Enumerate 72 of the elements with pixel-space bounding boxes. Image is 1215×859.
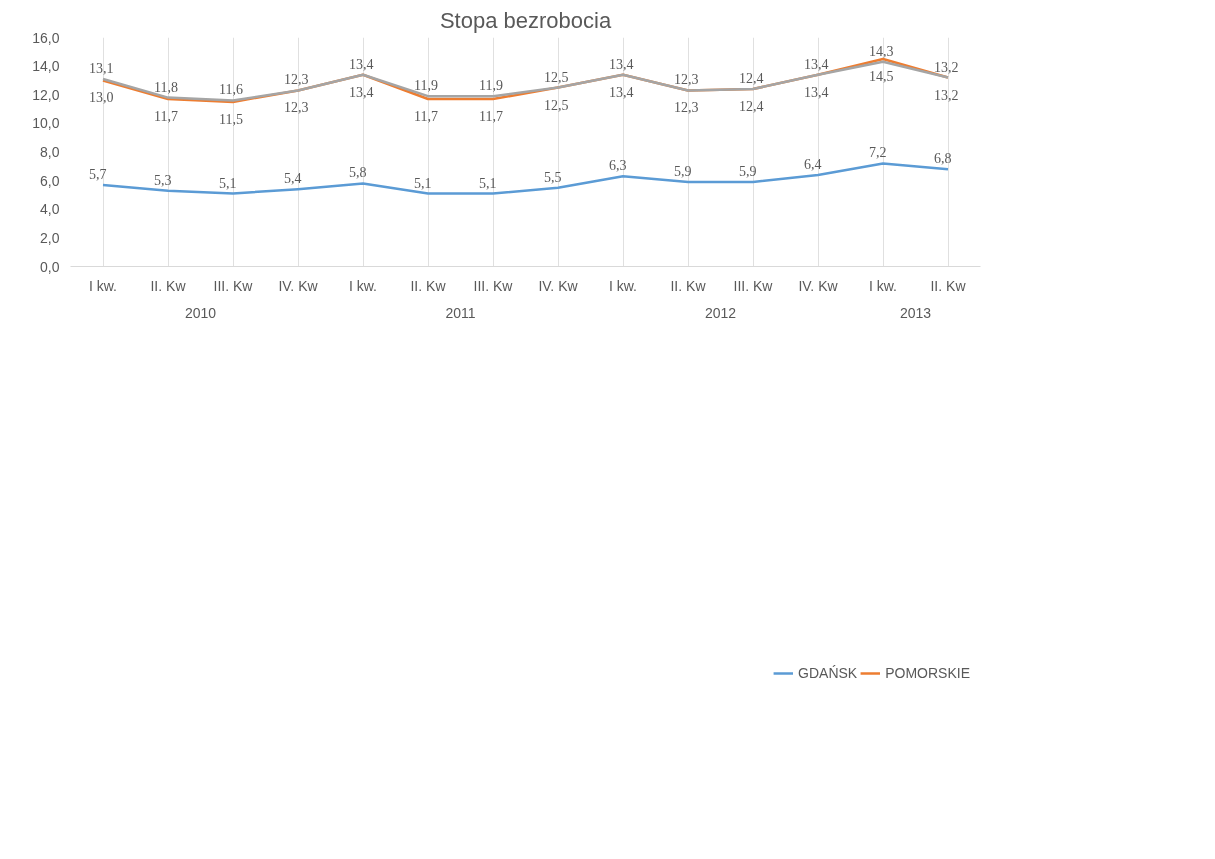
data-label: 12,3 <box>674 100 699 116</box>
data-label: 11,7 <box>479 109 503 125</box>
y-tick-label: 2,0 <box>40 229 60 246</box>
data-label: 5,4 <box>284 171 302 187</box>
data-label: 7,2 <box>869 145 887 161</box>
data-label: 14,5 <box>869 68 894 84</box>
y-tick-label: 14,0 <box>32 58 60 75</box>
x-tick-label: I kw. <box>349 277 378 294</box>
x-tick-label: II. Kw <box>670 277 707 294</box>
data-label: 13,4 <box>349 84 374 100</box>
x-tick-label: II. Kw <box>150 277 187 294</box>
data-label: 13,4 <box>609 56 634 72</box>
data-label: 13,0 <box>89 90 114 106</box>
data-label: 11,9 <box>414 78 438 94</box>
data-label: 14,3 <box>869 43 894 59</box>
y-tick-label: 12,0 <box>32 86 60 103</box>
chart-title: Stopa bezrobocia <box>439 7 612 33</box>
x-tick-label: I kw. <box>89 277 118 294</box>
data-label: 12,3 <box>284 100 309 116</box>
data-label: 5,9 <box>674 164 692 180</box>
data-label: 6,4 <box>804 156 822 172</box>
x-tick-label: IV. Kw <box>798 277 839 294</box>
x-tick-label: II. Kw <box>930 277 967 294</box>
data-label: 5,3 <box>154 172 172 188</box>
text: 2013 <box>899 304 932 321</box>
text: 2010 <box>184 304 217 321</box>
data-label: 13,4 <box>804 56 829 72</box>
data-label: 13,4 <box>609 84 634 100</box>
data-label: 13,2 <box>934 59 959 75</box>
data-label: 13,2 <box>934 87 959 103</box>
x-tick-label: II. Kw <box>410 277 447 294</box>
y-tick-label: 4,0 <box>40 201 60 218</box>
data-label: 5,5 <box>544 169 562 185</box>
data-label: 5,1 <box>479 175 497 191</box>
x-tick-label: I kw. <box>609 277 638 294</box>
data-label: 6,3 <box>609 158 627 174</box>
legend-label: GDAŃSK <box>798 665 858 682</box>
data-label: 11,5 <box>219 111 243 127</box>
y-tick-label: 16,0 <box>32 29 60 46</box>
data-label: 12,5 <box>544 69 569 85</box>
data-label: 5,9 <box>739 164 757 180</box>
data-label: 12,5 <box>544 97 569 113</box>
x-tick-label: III. Kw <box>473 277 514 294</box>
data-label: 11,6 <box>219 82 243 98</box>
text: 2011 <box>445 304 476 321</box>
data-label: 11,9 <box>479 78 503 94</box>
y-tick-label: 10,0 <box>32 115 60 132</box>
data-label: 5,7 <box>89 166 107 182</box>
x-tick-label: III. Kw <box>733 277 774 294</box>
data-label: 12,3 <box>284 72 309 88</box>
data-label: 11,7 <box>154 109 178 125</box>
x-tick-label: III. Kw <box>213 277 254 294</box>
data-label: 13,1 <box>89 61 114 77</box>
legend-label: POMORSKIE <box>885 665 970 682</box>
y-tick-label: 6,0 <box>40 172 60 189</box>
data-label: 12,3 <box>674 72 699 88</box>
y-tick-label: 8,0 <box>40 144 60 160</box>
data-label: 12,4 <box>739 71 764 87</box>
data-label: 11,8 <box>154 79 178 95</box>
data-label: 12,4 <box>739 99 764 115</box>
data-label: 13,4 <box>804 84 829 100</box>
data-label: 11,7 <box>414 109 438 125</box>
text: 2012 <box>704 304 737 321</box>
data-label: 5,1 <box>414 175 432 191</box>
data-label: 6,8 <box>934 151 952 167</box>
x-tick-label: I kw. <box>869 277 898 294</box>
x-tick-label: IV. Kw <box>278 277 319 294</box>
data-label: 5,1 <box>219 175 237 191</box>
data-label: 5,8 <box>349 165 367 181</box>
data-label: 13,4 <box>349 56 374 72</box>
x-tick-label: IV. Kw <box>538 277 579 294</box>
y-tick-label: 0,0 <box>40 258 60 275</box>
